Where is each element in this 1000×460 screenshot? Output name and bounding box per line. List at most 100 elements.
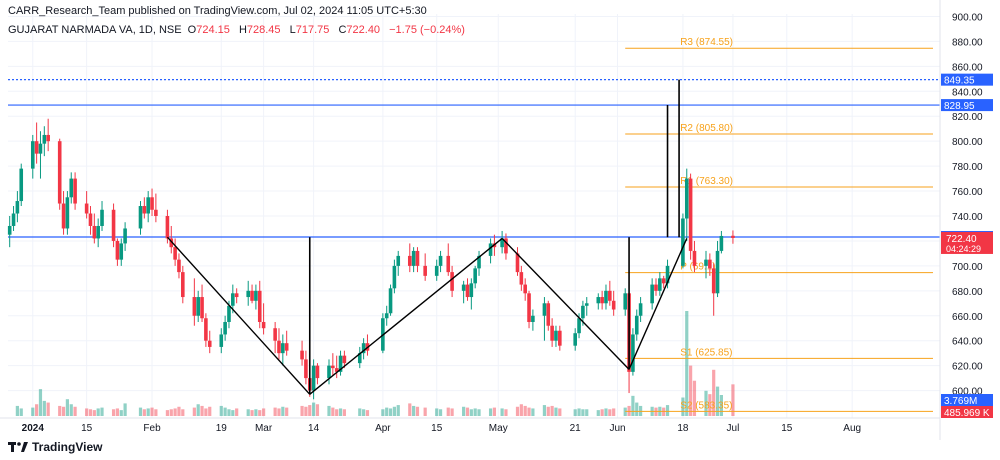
candle-body[interactable]: [461, 284, 466, 291]
candle-body[interactable]: [123, 228, 127, 244]
candle-body[interactable]: [334, 368, 339, 372]
candle-body[interactable]: [611, 300, 616, 310]
pattern-trend-line[interactable]: [166, 236, 311, 395]
candle-body[interactable]: [315, 365, 320, 379]
candle-body[interactable]: [34, 141, 39, 154]
candle-body[interactable]: [111, 209, 116, 241]
candle-body[interactable]: [665, 265, 670, 284]
candle-body[interactable]: [584, 303, 589, 306]
candle-body[interactable]: [246, 290, 251, 298]
candle-body[interactable]: [165, 216, 170, 239]
candle-body[interactable]: [96, 225, 100, 239]
candle-body[interactable]: [300, 350, 304, 360]
candle-body[interactable]: [357, 353, 362, 364]
candle-body[interactable]: [658, 278, 662, 291]
candle-body[interactable]: [38, 143, 43, 154]
candle-body[interactable]: [415, 250, 420, 266]
candle-body[interactable]: [546, 303, 551, 326]
candle-body[interactable]: [146, 197, 150, 214]
candle-body[interactable]: [200, 297, 204, 319]
candle-body[interactable]: [227, 305, 231, 322]
candle-body[interactable]: [504, 238, 508, 254]
candle-body[interactable]: [684, 178, 689, 219]
candle-body[interactable]: [704, 259, 708, 266]
candle-body[interactable]: [581, 305, 585, 319]
candle-body[interactable]: [61, 203, 66, 229]
candle-body[interactable]: [423, 265, 427, 276]
candle-body[interactable]: [7, 225, 12, 235]
candle-body[interactable]: [311, 365, 316, 391]
candle-body[interactable]: [119, 243, 124, 260]
candle-body[interactable]: [192, 297, 197, 316]
candle-body[interactable]: [19, 168, 24, 202]
candle-body[interactable]: [115, 240, 120, 260]
candle-body[interactable]: [477, 255, 481, 269]
candle-body[interactable]: [361, 343, 366, 354]
candle-body[interactable]: [73, 178, 77, 204]
pattern-trend-line[interactable]: [501, 237, 630, 370]
candle-body[interactable]: [519, 272, 524, 285]
pattern-trend-line[interactable]: [628, 238, 688, 370]
candle-body[interactable]: [234, 293, 239, 298]
candle-body[interactable]: [515, 253, 520, 273]
candle-body[interactable]: [731, 235, 735, 238]
candle-body[interactable]: [219, 334, 224, 347]
candle-body[interactable]: [384, 313, 389, 319]
candle-body[interactable]: [57, 141, 62, 204]
candle-body[interactable]: [411, 250, 416, 266]
candle-body[interactable]: [650, 284, 654, 304]
candle-body[interactable]: [523, 284, 527, 294]
candle-body[interactable]: [715, 250, 720, 294]
candle-body[interactable]: [711, 268, 716, 294]
candle-body[interactable]: [154, 209, 158, 216]
candle-body[interactable]: [92, 225, 97, 239]
candle-body[interactable]: [273, 328, 277, 341]
candle-body[interactable]: [177, 259, 181, 273]
candle-body[interactable]: [281, 343, 285, 354]
candle-body[interactable]: [261, 321, 266, 329]
candle-body[interactable]: [719, 235, 724, 251]
candle-body[interactable]: [15, 201, 20, 214]
candle-body[interactable]: [338, 355, 343, 372]
candle-body[interactable]: [465, 284, 470, 298]
candle-body[interactable]: [30, 141, 35, 169]
candle-body[interactable]: [631, 334, 635, 372]
candle-body[interactable]: [708, 259, 712, 269]
candle-body[interactable]: [473, 268, 477, 284]
candle-body[interactable]: [231, 293, 235, 306]
candle-body[interactable]: [69, 178, 74, 198]
candle-body[interactable]: [331, 365, 335, 369]
pattern-trend-line[interactable]: [309, 237, 503, 395]
candle-body[interactable]: [596, 297, 601, 304]
candle-body[interactable]: [84, 203, 89, 214]
candle-body[interactable]: [396, 255, 401, 266]
symbol-name[interactable]: GUJARAT NARMADA VA, 1D, NSE: [8, 24, 182, 36]
candle-body[interactable]: [257, 290, 262, 322]
candle-body[interactable]: [554, 330, 558, 341]
candle-body[interactable]: [250, 290, 254, 301]
candle-body[interactable]: [207, 340, 212, 347]
candle-body[interactable]: [169, 238, 174, 248]
candle-body[interactable]: [88, 213, 93, 226]
candle-body[interactable]: [446, 255, 451, 273]
candle-body[interactable]: [531, 315, 535, 322]
candle-body[interactable]: [392, 265, 397, 289]
candle-body[interactable]: [577, 318, 581, 334]
candle-body[interactable]: [558, 330, 562, 346]
candle-body[interactable]: [142, 206, 147, 214]
candle-body[interactable]: [388, 288, 393, 314]
candle-body[interactable]: [681, 218, 685, 266]
candle-body[interactable]: [181, 272, 185, 298]
candle-body[interactable]: [223, 321, 227, 335]
candle-body[interactable]: [638, 303, 643, 316]
candle-body[interactable]: [65, 197, 70, 229]
candle-body[interactable]: [469, 283, 474, 298]
tradingview-logo[interactable]: TradingView: [8, 440, 102, 454]
candle-body[interactable]: [304, 359, 308, 379]
candle-body[interactable]: [277, 340, 281, 354]
candle-body[interactable]: [407, 255, 412, 266]
candle-body[interactable]: [604, 290, 608, 304]
candle-body[interactable]: [550, 325, 554, 341]
candle-body[interactable]: [634, 315, 639, 335]
